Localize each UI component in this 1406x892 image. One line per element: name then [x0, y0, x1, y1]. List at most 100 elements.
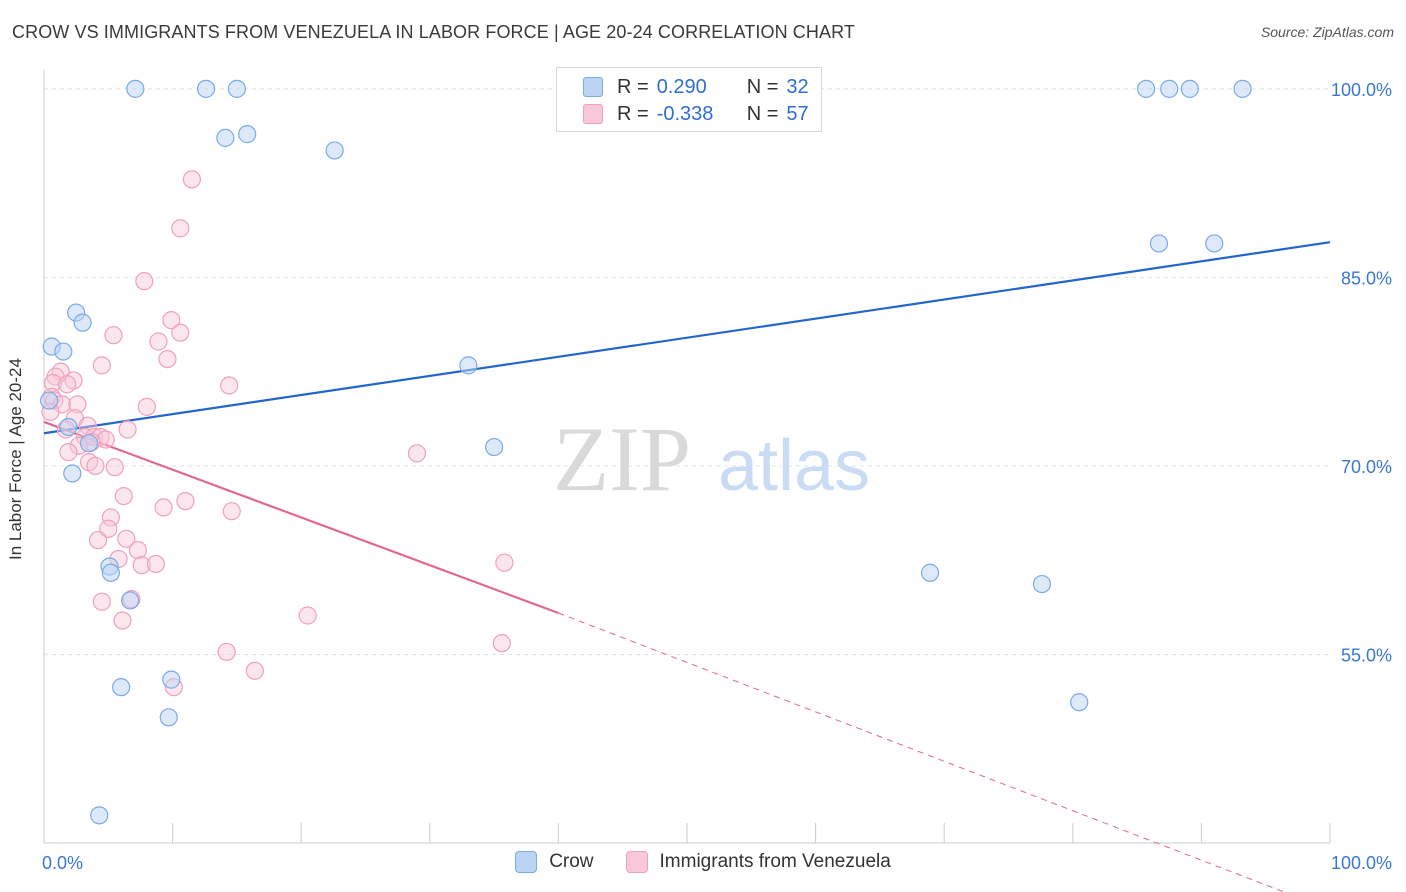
venezuela-swatch: [625, 851, 648, 873]
crow-trend-line: [43, 241, 1331, 435]
venezuela-point: [99, 519, 118, 538]
venezuela-point: [162, 311, 181, 330]
source-credit: Source: ZipAtlas.com: [1260, 24, 1394, 40]
venezuela-point: [43, 373, 63, 393]
y-tick-label: 85.0%: [1341, 268, 1392, 288]
venezuela-point: [176, 492, 195, 511]
crow-point: [79, 434, 99, 453]
venezuela-swatch: [583, 104, 603, 124]
legend-item-crow: Crow: [515, 851, 594, 873]
venezuela-point: [117, 529, 136, 548]
legend-item-venezuela: Immigrants from Venezuela: [625, 851, 891, 873]
venezuela-point: [101, 508, 120, 527]
n-label: N =: [746, 75, 779, 98]
y-tick-label: 55.0%: [1341, 645, 1392, 665]
venezuela-point: [298, 606, 317, 625]
venezuela-point: [135, 272, 154, 291]
crow-point: [1205, 234, 1224, 253]
venezuela-point: [86, 456, 105, 476]
crow-point: [1032, 574, 1052, 594]
venezuela-point: [68, 395, 87, 414]
crow-point: [59, 417, 78, 437]
gridlines: [44, 88, 1330, 655]
watermark-atlas: atlas: [718, 426, 870, 506]
venezuela-point: [104, 326, 123, 345]
venezuela-point: [492, 634, 511, 653]
crow-point: [1180, 79, 1199, 98]
venezuela-point: [118, 420, 137, 439]
r-value: -0.338: [656, 102, 714, 125]
venezuela-point: [114, 486, 133, 506]
x-tick-label: 100.0%: [1331, 853, 1392, 873]
venezuela-point: [245, 661, 265, 680]
legend-label: Crow: [549, 851, 594, 872]
crow-point: [40, 391, 59, 410]
crow-point: [920, 563, 940, 582]
r-value: 0.290: [656, 75, 707, 98]
y-tick-label: 100.0%: [1331, 80, 1392, 100]
venezuela-point: [146, 554, 165, 574]
crow-point: [54, 342, 73, 361]
crow-point: [1070, 693, 1089, 712]
trend-lines: [43, 241, 1331, 892]
crow-point: [126, 79, 145, 98]
venezuela-trend-extension: [558, 612, 1286, 892]
venezuela-point: [158, 349, 177, 369]
crow-point: [1160, 79, 1179, 98]
venezuela-point: [217, 642, 236, 662]
crow-swatch: [583, 77, 603, 97]
venezuela-point: [171, 323, 190, 342]
crow-point: [121, 591, 140, 610]
venezuela-point: [105, 458, 124, 477]
crow-point: [485, 437, 504, 457]
venezuela-point: [182, 170, 201, 189]
venezuela-point: [222, 502, 241, 521]
venezuela-point: [171, 219, 190, 238]
crow-point: [162, 670, 181, 689]
crow-point: [238, 125, 257, 144]
watermark: ZIP atlas: [553, 408, 870, 510]
venezuela-point: [128, 541, 147, 560]
n-value: 32: [786, 75, 809, 98]
n-value: 57: [786, 102, 809, 125]
legend-label: Immigrants from Venezuela: [659, 851, 891, 872]
venezuela-point: [220, 376, 239, 395]
venezuela-point: [113, 611, 132, 630]
crow-point: [227, 79, 246, 98]
legend-row-venezuela: R = -0.338 N = 57: [583, 102, 809, 126]
x-tick-label: 0.0%: [42, 853, 83, 873]
r-label: R =: [617, 102, 649, 125]
crow-point: [1233, 79, 1252, 98]
crow-point: [101, 563, 120, 582]
series-legend: Crow Immigrants from Venezuela: [0, 851, 1406, 873]
crow-point: [459, 356, 478, 375]
crow-point: [1149, 234, 1169, 253]
axes: [43, 70, 1331, 844]
crow-point: [73, 313, 92, 332]
data-points: [40, 79, 1252, 825]
venezuela-point: [154, 498, 173, 517]
crow-point: [196, 79, 216, 98]
crow-point: [90, 806, 109, 825]
n-label: N =: [746, 102, 779, 125]
venezuela-point: [495, 553, 514, 572]
venezuela-point: [59, 443, 78, 462]
r-label: R =: [617, 75, 649, 98]
crow-point: [325, 141, 344, 160]
stats-legend: R = 0.290 N = 32 R = -0.338 N = 57: [556, 67, 822, 132]
venezuela-point: [92, 592, 111, 611]
venezuela-point: [132, 556, 151, 575]
venezuela-point: [92, 356, 111, 375]
watermark-zip: ZIP: [553, 408, 691, 510]
venezuela-point: [407, 444, 427, 463]
chart-title: CROW VS IMMIGRANTS FROM VENEZUELA IN LAB…: [12, 22, 855, 42]
venezuela-point: [88, 530, 108, 550]
tick-labels: 55.0% 70.0% 85.0% 100.0% 0.0% 100.0%: [42, 80, 1392, 873]
venezuela-point: [149, 332, 168, 351]
venezuela-trend-line: [43, 420, 559, 615]
crow-point: [112, 678, 131, 697]
crow-point: [216, 128, 235, 147]
venezuela-point: [137, 397, 156, 416]
y-tick-label: 70.0%: [1341, 457, 1392, 477]
